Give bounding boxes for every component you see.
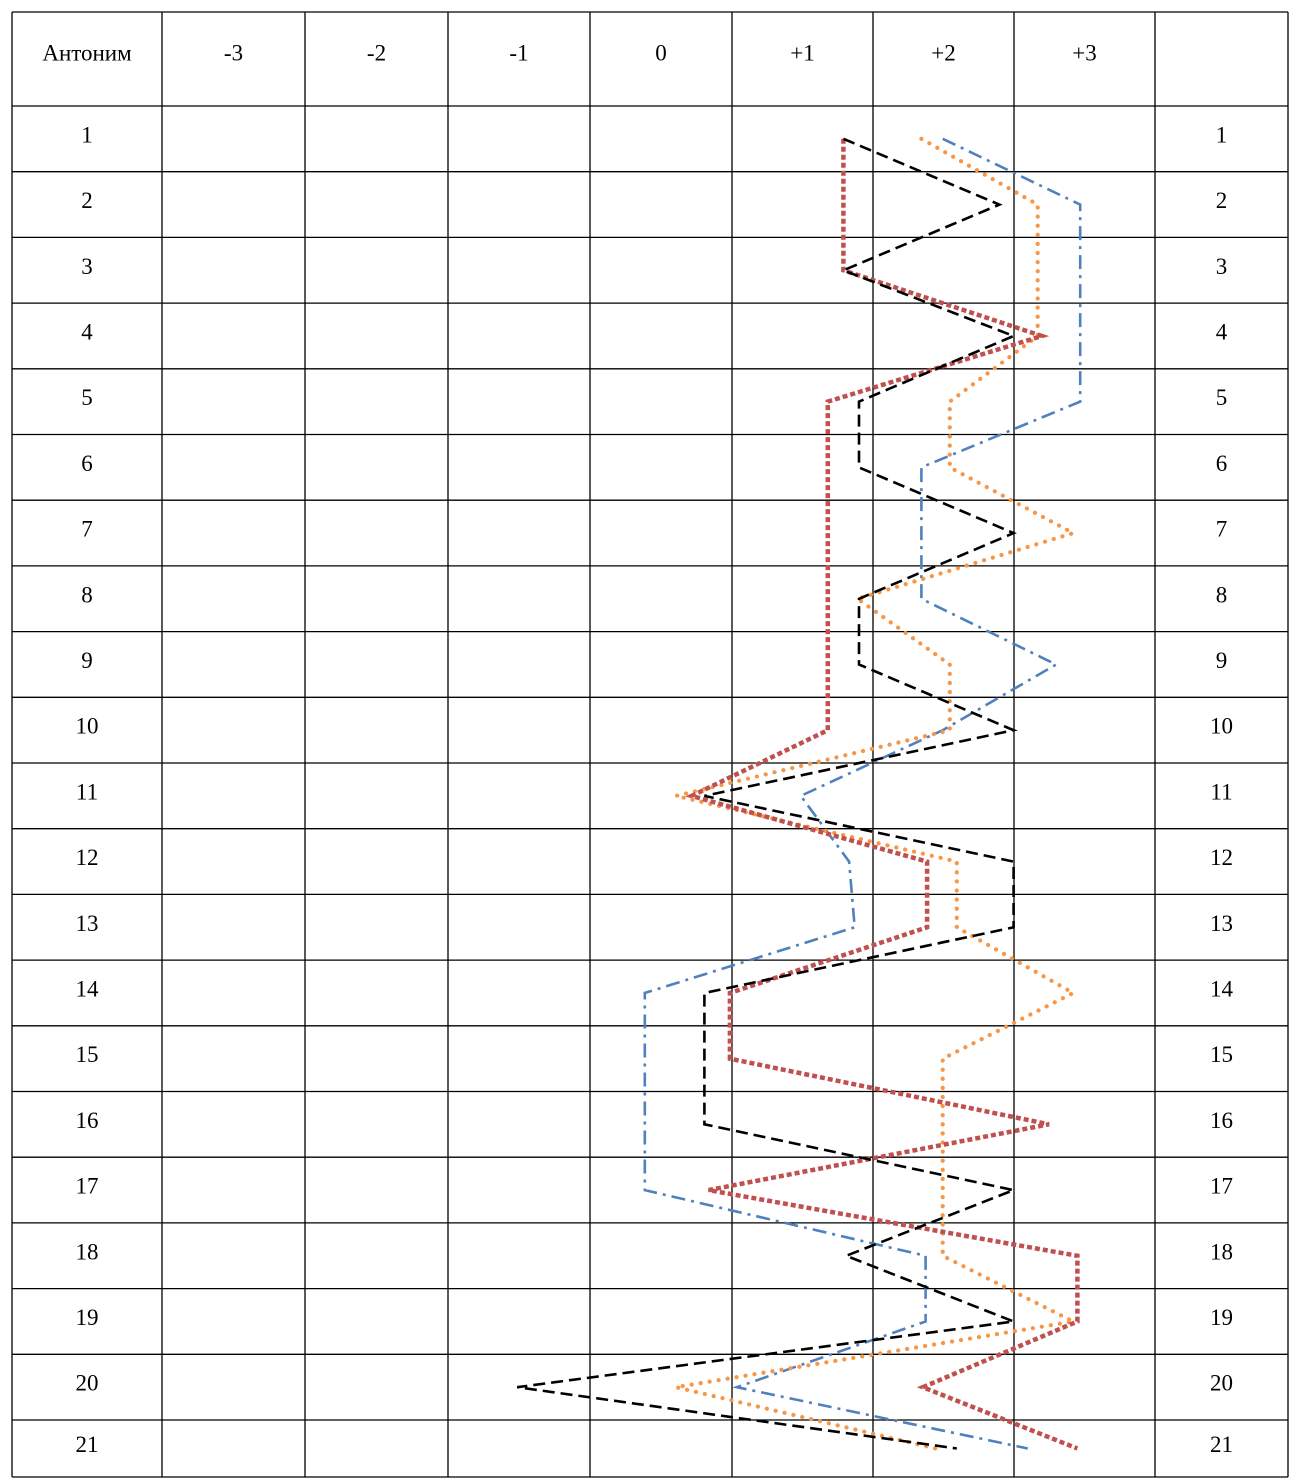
row-label-left: 14 bbox=[76, 976, 100, 1001]
table-grid bbox=[11, 11, 1289, 1478]
row-label-left: 2 bbox=[81, 188, 93, 213]
row-label-right: 19 bbox=[1210, 1305, 1233, 1330]
row-label-right: 6 bbox=[1216, 451, 1228, 476]
row-label-left: 11 bbox=[76, 779, 98, 804]
row-label-left: 6 bbox=[81, 451, 93, 476]
row-label-left: 20 bbox=[76, 1371, 99, 1396]
row-label-left: 1 bbox=[81, 122, 93, 147]
series-line bbox=[685, 138, 1080, 1451]
header-antonym: Антоним bbox=[42, 41, 132, 66]
series-line bbox=[517, 137, 1019, 1450]
column-label: -1 bbox=[509, 41, 528, 66]
row-label-right: 11 bbox=[1210, 779, 1232, 804]
row-label-right: 2 bbox=[1216, 188, 1228, 213]
column-label: -3 bbox=[224, 41, 243, 66]
row-label-right: 5 bbox=[1216, 385, 1228, 410]
row-label-right: 7 bbox=[1216, 517, 1228, 542]
row-label-left: 5 bbox=[81, 385, 93, 410]
row-label-right: 21 bbox=[1210, 1432, 1233, 1457]
row-label-left: 4 bbox=[81, 319, 93, 344]
row-label-right: 16 bbox=[1210, 1108, 1233, 1133]
row-label-right: 12 bbox=[1210, 845, 1233, 870]
row-label-right: 14 bbox=[1210, 976, 1234, 1001]
row-label-right: 20 bbox=[1210, 1371, 1233, 1396]
row-label-right: 10 bbox=[1210, 714, 1233, 739]
row-label-left: 12 bbox=[76, 845, 99, 870]
row-label-left: 13 bbox=[76, 911, 99, 936]
row-label-right: 18 bbox=[1210, 1239, 1233, 1264]
row-label-right: 1 bbox=[1216, 122, 1228, 147]
row-label-left: 3 bbox=[81, 254, 93, 279]
row-label-right: 8 bbox=[1216, 582, 1228, 607]
column-label: +2 bbox=[931, 41, 955, 66]
row-label-right: 4 bbox=[1216, 319, 1228, 344]
row-label-left: 10 bbox=[76, 714, 99, 739]
row-label-left: 9 bbox=[81, 648, 93, 673]
row-label-left: 17 bbox=[76, 1174, 99, 1199]
row-label-left: 7 bbox=[81, 517, 93, 542]
column-label: +1 bbox=[790, 41, 814, 66]
row-label-right: 3 bbox=[1216, 254, 1228, 279]
row-label-right: 15 bbox=[1210, 1042, 1233, 1067]
table-labels: Антоним -3 -2 -1 0 +1 +2 +31 12 23 34 45 56 67 78 89 910… bbox=[42, 41, 1233, 1458]
row-label-left: 8 bbox=[81, 582, 93, 607]
row-label-left: 16 bbox=[76, 1108, 99, 1133]
series-line bbox=[643, 137, 1082, 1450]
row-label-left: 19 bbox=[76, 1305, 99, 1330]
column-label: 0 bbox=[655, 41, 667, 66]
row-label-right: 9 bbox=[1216, 648, 1228, 673]
row-label-right: 17 bbox=[1210, 1174, 1233, 1199]
row-label-left: 21 bbox=[76, 1432, 99, 1457]
column-label: +3 bbox=[1072, 41, 1096, 66]
series-lines bbox=[517, 136, 1082, 1451]
row-label-left: 15 bbox=[76, 1042, 99, 1067]
row-label-right: 13 bbox=[1210, 911, 1233, 936]
row-label-left: 18 bbox=[76, 1239, 99, 1264]
column-label: -2 bbox=[367, 41, 386, 66]
